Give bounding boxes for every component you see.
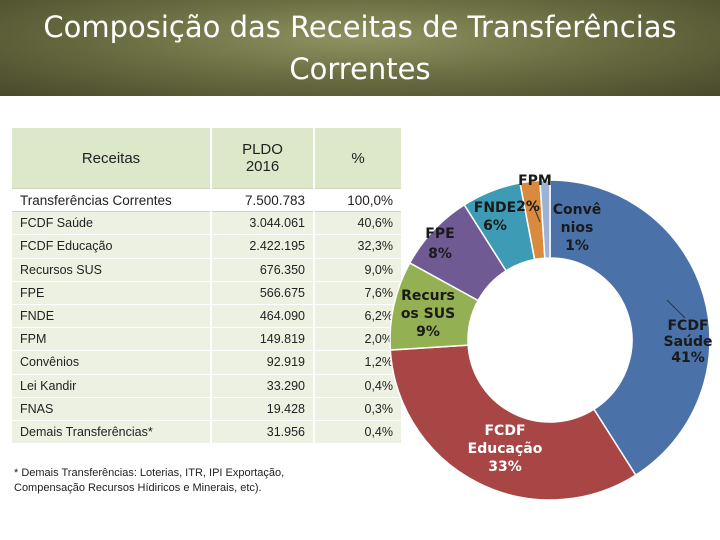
slice-label: Convê nios 1%: [553, 202, 601, 254]
cell-receita: FNAS: [12, 397, 212, 421]
cell-receita: Convênios: [12, 350, 212, 375]
donut-slice: [539, 179, 551, 259]
cell-pldo: 464.090: [211, 304, 315, 329]
cell-pldo: 7.500.783: [211, 187, 315, 213]
table-row: FNDE 464.090 6,2%: [12, 304, 401, 329]
donut-slice: [549, 179, 711, 477]
leader-line: [532, 204, 541, 223]
cell-percent: 0,4%: [314, 374, 401, 398]
cell-receita: Demais Transferências*: [12, 420, 212, 445]
slice-label: FPE 8%: [425, 226, 454, 262]
cell-receita: Transferências Correntes: [12, 187, 212, 213]
leader-line: [666, 299, 686, 319]
cell-percent: 100,0%: [314, 187, 401, 213]
table-row: FCDF Educação 2.422.195 32,3%: [12, 234, 401, 259]
table-row: FCDF Saúde 3.044.061 40,6%: [12, 211, 401, 236]
header-percent: %: [314, 128, 401, 189]
table-row: Demais Transferências* 31.956 0,4%: [12, 420, 401, 445]
table-row: Recursos SUS 676.350 9,0%: [12, 258, 401, 282]
page-title: Composição das Receitas de Transferência…: [0, 6, 720, 90]
revenue-table: Receitas PLDO 2016 % Transferências Corre…: [12, 128, 401, 445]
donut-slice: [389, 344, 637, 501]
table-row: FPE 566.675 7,6%: [12, 281, 401, 305]
table-body: Transferências Correntes 7.500.783 100,0% F…: [12, 187, 401, 445]
table-row: Transferências Correntes 7.500.783 100,0%: [12, 187, 401, 213]
cell-percent: 7,6%: [314, 281, 401, 305]
cell-receita: FCDF Saúde: [12, 211, 212, 236]
cell-pldo: 19.428: [211, 397, 315, 421]
footnote: * Demais Transferências: Loterias, ITR, …: [14, 467, 285, 494]
cell-pldo: 2.422.195: [211, 234, 315, 259]
cell-receita: FCDF Educação: [12, 234, 212, 259]
table-header-row: Receitas PLDO 2016 %: [12, 128, 401, 189]
table-row: FPM 149.819 2,0%: [12, 327, 401, 352]
cell-percent: 1,2%: [314, 350, 401, 375]
cell-receita: FNDE: [12, 304, 212, 329]
cell-receita: FPE: [12, 281, 212, 305]
cell-percent: 40,6%: [314, 211, 401, 236]
table-row: FNAS 19.428 0,3%: [12, 397, 401, 421]
cell-pldo: 676.350: [211, 258, 315, 282]
cell-pldo: 92.919: [211, 350, 315, 375]
slice-label: FCDF Educação 33%: [468, 423, 543, 475]
cell-pldo: 31.956: [211, 420, 315, 445]
cell-percent: 32,3%: [314, 234, 401, 259]
page-title-line1: Composição das Receitas de Transferência…: [43, 10, 677, 44]
cell-percent: 9,0%: [314, 258, 401, 282]
cell-percent: 0,3%: [314, 397, 401, 421]
slice-label: Recurs os SUS 9%: [401, 288, 455, 340]
table-row: Lei Kandir 33.290 0,4%: [12, 374, 401, 398]
cell-pldo: 3.044.061: [211, 211, 315, 236]
cell-percent: 2,0%: [314, 327, 401, 352]
header-pldo-text: PLDO 2016: [242, 141, 283, 175]
header-receitas: Receitas: [12, 128, 212, 189]
slice-label: FNDE 6%: [474, 200, 516, 234]
slice-label: FCDF Saúde 41%: [663, 318, 712, 366]
cell-pldo: 149.819: [211, 327, 315, 352]
cell-receita: Recursos SUS: [12, 258, 212, 282]
cell-pldo: 33.290: [211, 374, 315, 398]
cell-percent: 6,2%: [314, 304, 401, 329]
header-pldo: PLDO 2016: [211, 128, 315, 189]
cell-receita: FPM: [12, 327, 212, 352]
page-title-line2: Correntes: [289, 52, 431, 86]
cell-percent: 0,4%: [314, 420, 401, 445]
table-row: Convênios 92.919 1,2%: [12, 350, 401, 375]
cell-receita: Lei Kandir: [12, 374, 212, 398]
cell-pldo: 566.675: [211, 281, 315, 305]
slice-label: FPM 2%: [516, 173, 552, 215]
title-banner: Composição das Receitas de Transferência…: [0, 0, 720, 96]
